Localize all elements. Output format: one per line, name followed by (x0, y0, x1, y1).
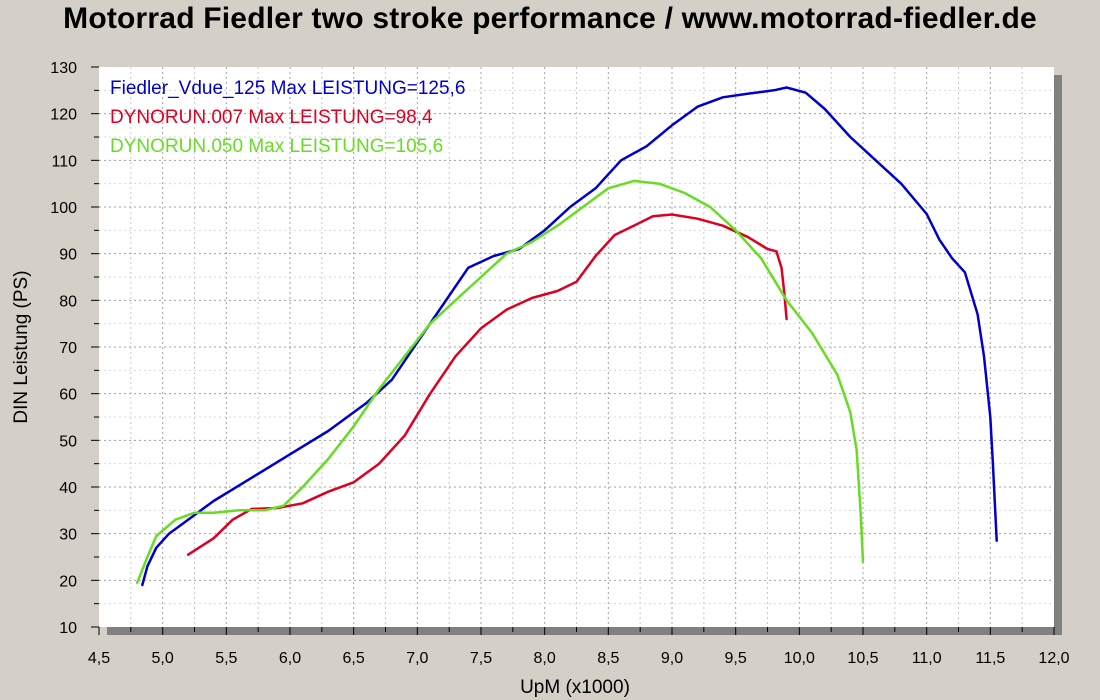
series-line-dynorun-050 (135, 179, 865, 584)
x-tick-label: 9,5 (725, 650, 747, 667)
y-tick-label: 130 (50, 60, 77, 77)
y-tick-label: 70 (59, 340, 77, 357)
legend: Fiedler_Vdue_125 Max LEISTUNG=125,6 DYNOR… (110, 78, 465, 157)
y-tick-label: 120 (50, 107, 77, 124)
series-lines (135, 86, 998, 587)
legend-entry: DYNORUN.007 Max LEISTUNG=98,4 (110, 107, 433, 128)
x-tick-label: 10,0 (784, 650, 815, 667)
y-tick-label: 100 (50, 200, 77, 217)
y-tick-label: 80 (59, 293, 77, 310)
x-axis-label: UpM (x1000) (520, 677, 630, 698)
x-tick-label: 8,5 (597, 650, 619, 667)
x-tick-label: 11,5 (975, 650, 1005, 667)
x-tick-label: 6,5 (343, 650, 365, 667)
y-axis-label: DIN Leistung (PS) (11, 270, 32, 423)
y-tick-label: 90 (59, 247, 77, 264)
x-tick-label: 12,0 (1038, 650, 1069, 667)
series-line-fiedler-vdue-125 (141, 86, 998, 587)
x-tick-label: 7,5 (470, 650, 492, 667)
legend-entry: DYNORUN.050 Max LEISTUNG=105,6 (110, 136, 443, 157)
axis-ticks: 4,5 5,0 5,5 6,0 6,5 7,0 7,5 8,0 8,5 9,0 9,5 10,0 10,… (50, 60, 1069, 667)
y-tick-label: 110 (51, 153, 77, 170)
chart-title: Motorrad Fiedler two stroke performance … (63, 2, 1037, 35)
y-tick-label: 20 (59, 573, 77, 590)
y-tick-label: 10 (59, 620, 77, 637)
x-tick-label: 5,5 (215, 650, 237, 667)
series-line-dynorun-007 (186, 213, 788, 556)
x-tick-label: 11,0 (912, 650, 942, 667)
x-tick-label: 9,0 (661, 650, 683, 667)
y-tick-label: 60 (59, 387, 77, 404)
x-tick-label: 6,0 (279, 650, 301, 667)
y-tick-label: 40 (59, 480, 77, 497)
x-tick-label: 8,0 (534, 650, 556, 667)
y-tick-label: 30 (59, 527, 77, 544)
x-tick-label: 7,0 (406, 650, 428, 667)
x-tick-label: 5,0 (152, 650, 174, 667)
grid (99, 67, 1054, 627)
y-tick-label: 50 (59, 433, 77, 450)
x-tick-label: 4,5 (88, 650, 110, 667)
legend-entry: Fiedler_Vdue_125 Max LEISTUNG=125,6 (110, 78, 465, 99)
x-tick-label: 10,5 (847, 650, 878, 667)
